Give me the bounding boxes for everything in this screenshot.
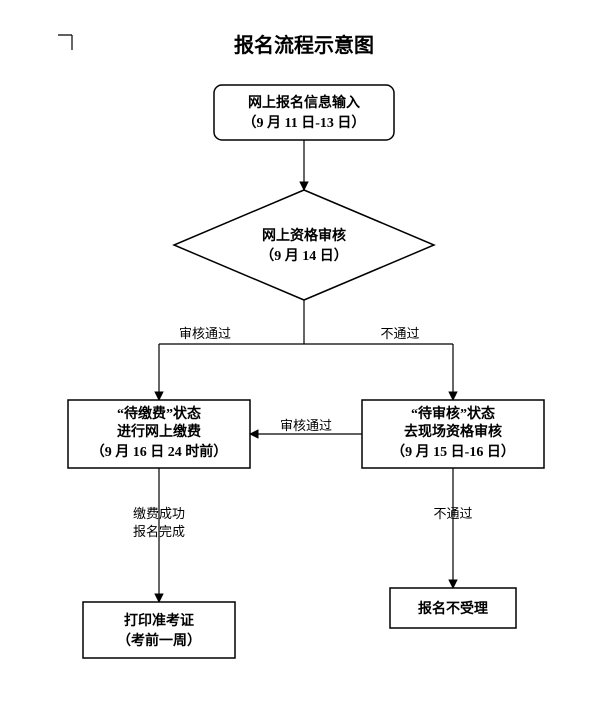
node-pay-line1: “待缴费”状态 [117,405,201,422]
edge-label-fail: 不通过 [380,326,419,341]
edge-label-onsite-fail: 不通过 [433,506,472,521]
node-pay-line3: （9 月 16 日 24 时前） [91,443,228,460]
node-onsite-line2: 去现场资格审核 [404,423,502,440]
node-input [214,85,394,140]
edge-label-paydone-1: 缴费成功 [133,506,185,521]
node-print [83,602,235,658]
node-input-line1: 网上报名信息输入 [248,94,360,111]
node-onsite-line3: （9 月 15 日-16 日） [391,444,515,460]
node-print-line2: （考前一周） [117,632,201,649]
edge-label-pass: 审核通过 [179,326,231,341]
node-pay-line2: 进行网上缴费 [117,423,201,440]
node-review-line2: （9 月 14 日） [260,248,348,264]
corner-mark [58,35,72,50]
edge-label-onsite-pass: 审核通过 [280,418,332,433]
node-print-line1: 打印准考证 [124,612,194,629]
node-reject-line1: 报名不受理 [418,600,488,617]
node-input-line2: （9 月 11 日-13 日） [243,115,366,131]
node-onsite-line1: “待审核”状态 [411,405,495,422]
chart-title: 报名流程示意图 [234,33,374,57]
node-review [174,190,434,300]
edge-label-paydone-2: 报名完成 [133,524,185,539]
node-review-line1: 网上资格审核 [262,227,346,244]
flowchart-canvas: 报名流程示意图 网上报名信息输入 （9 月 11 日-13 日） 网上资格审核 … [0,0,608,716]
